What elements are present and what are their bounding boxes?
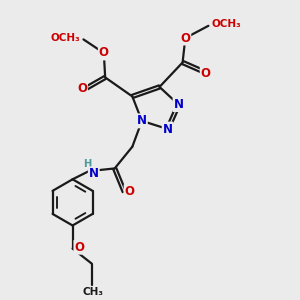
Text: O: O [201, 67, 211, 80]
Text: O: O [99, 46, 109, 59]
Text: O: O [124, 185, 135, 198]
Text: N: N [89, 167, 99, 180]
Text: O: O [77, 82, 87, 95]
Text: N: N [173, 98, 184, 111]
Text: H: H [83, 159, 92, 169]
Text: N: N [137, 114, 147, 128]
Text: OCH₃: OCH₃ [211, 20, 241, 29]
Text: OCH₃: OCH₃ [51, 33, 81, 43]
Text: O: O [74, 241, 84, 254]
Text: O: O [180, 32, 190, 44]
Text: CH₃: CH₃ [82, 287, 103, 297]
Text: N: N [163, 122, 173, 136]
